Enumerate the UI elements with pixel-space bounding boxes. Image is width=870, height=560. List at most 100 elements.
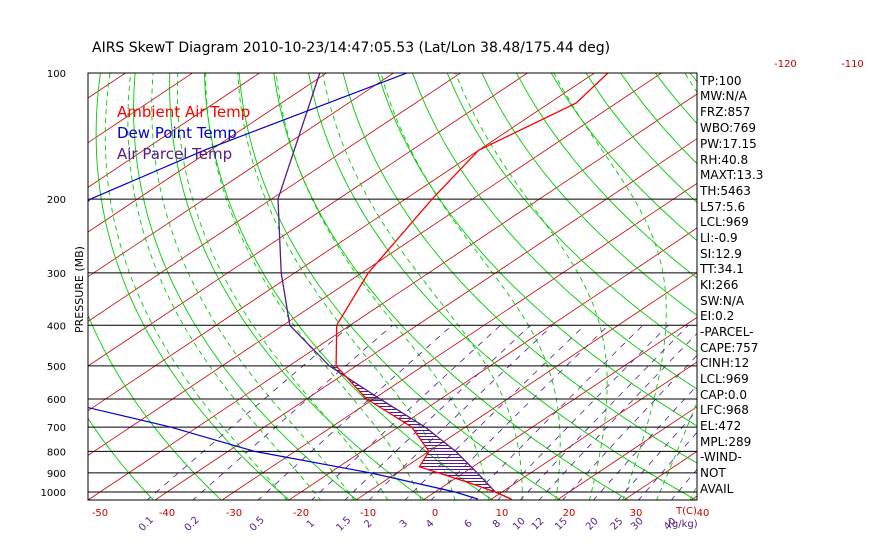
- mixing-ratio-tick: 25: [609, 516, 626, 533]
- isotherm-line: [824, 54, 870, 501]
- dry-adiabat-line: [342, 73, 697, 464]
- bottom-temp-ticks: -50 -40 -30 -20 -10 0 10 20 30 40: [92, 508, 710, 519]
- index-line: PW:17.15: [700, 137, 757, 151]
- moist-adiabat-line: [104, 73, 288, 500]
- index-line: RH:40.8: [700, 153, 748, 167]
- index-line: LI:-0.9: [700, 231, 738, 245]
- pressure-tick-label: 300: [47, 269, 66, 280]
- index-line: SW:N/A: [700, 294, 745, 308]
- top-temp-ticks: -120-110-100-90-80-70-60-50-40: [774, 59, 864, 70]
- y-axis-label: PRESSURE (MB): [73, 246, 86, 333]
- isotherm-line: [556, 406, 697, 500]
- pressure-tick-label: 100: [47, 69, 66, 80]
- dry-adiabat-line: [308, 73, 697, 500]
- mixing-ratio-line: [344, 325, 531, 500]
- dry-adiabat-line: [133, 73, 358, 500]
- pressure-tick-label: 400: [47, 321, 66, 332]
- index-line: CAPE:757: [700, 341, 758, 355]
- index-line: TT:34.1: [699, 262, 744, 276]
- index-line: CAP:0.0: [700, 388, 747, 402]
- bottom-temp-tick: -20: [293, 508, 309, 519]
- mixing-ratio-tick: 10: [511, 516, 528, 533]
- isotherm-line: [757, 54, 870, 501]
- pressure-tick-label: 600: [47, 395, 66, 406]
- index-line: -PARCEL-: [700, 325, 754, 339]
- legend-ambient: Ambient Air Temp: [117, 103, 250, 121]
- index-line: L57:5.6: [700, 200, 745, 214]
- mixing-ratio-ticks: 0.1 0.2 0.5 1 1.5 2 3 4 6 8 10 12 15 20 25 30 40: [137, 515, 679, 534]
- dry-adiabat-line: [516, 73, 697, 279]
- isotherm-line: [88, 73, 395, 278]
- bottom-temp-tick: -50: [92, 508, 108, 519]
- legend-parcel: Air Parcel Temp: [117, 145, 232, 163]
- moist-adiabat-line: [275, 73, 490, 500]
- moist-adiabat-line: [127, 73, 322, 500]
- index-line: SI:12.9: [700, 247, 742, 261]
- dry-adiabat-line: [446, 73, 697, 353]
- dry-adiabat-line: [238, 73, 562, 500]
- isotherm-line: [0, 54, 20, 501]
- index-line: MAXT:13.3: [700, 168, 763, 182]
- pressure-tick-label: 1000: [41, 488, 66, 499]
- indices-panel: TP:100 MW:N/A FRZ:857 WBO:769 PW:17.15 R…: [699, 74, 763, 496]
- cape-hatched-area: [329, 365, 512, 500]
- index-line: CINH:12: [700, 356, 749, 370]
- index-line: LFC:968: [700, 403, 749, 417]
- moist-adiabat-line: [553, 73, 667, 500]
- chart-title: AIRS SkewT Diagram 2010-10-23/14:47:05.5…: [92, 40, 610, 56]
- pressure-ticks: 100 200 300 400 500 600 700 800 900 1000: [41, 69, 66, 499]
- pressure-tick-label: 900: [47, 469, 66, 480]
- dry-adiabat-line: [481, 73, 697, 316]
- isotherm-line: [422, 316, 697, 500]
- dry-adiabat-line: [0, 73, 18, 501]
- mixing-ratio-line: [430, 325, 609, 500]
- isotherm-line: [88, 73, 462, 322]
- mixing-ratio-tick: 2: [362, 518, 374, 530]
- mixing-ratio-line: [257, 325, 453, 500]
- mixing-ratio-unit-label: (g/kg): [668, 519, 698, 530]
- bottom-temp-tick: -30: [226, 508, 242, 519]
- moist-adiabat-line: [322, 73, 523, 500]
- dry-adiabat-line: [95, 73, 290, 500]
- isotherm-line: [355, 272, 697, 500]
- bottom-temp-tick: 0: [432, 508, 438, 519]
- index-line: EI:0.2: [700, 309, 734, 323]
- mixing-ratio-tick: 6: [462, 518, 474, 530]
- isotherm-line: [88, 73, 663, 456]
- dry-adiabat-line: [794, 73, 870, 501]
- moist-adiabat-line: [151, 73, 355, 500]
- bottom-temp-tick: 20: [563, 508, 576, 519]
- dewpoint-line: [88, 73, 479, 500]
- mixing-ratio-line: [469, 325, 644, 500]
- mixing-ratio-line: [311, 325, 501, 500]
- bottom-temp-tick: -40: [159, 508, 175, 519]
- dry-adiabat-line: [863, 73, 870, 501]
- dry-adiabat-line: [654, 73, 697, 125]
- dry-adiabat-line: [169, 73, 426, 500]
- index-line: MW:N/A: [700, 89, 748, 103]
- moist-adiabat-line: [455, 73, 608, 500]
- index-line: WBO:769: [700, 121, 756, 135]
- cape-hatch: [329, 365, 512, 500]
- isotherm-line: [88, 73, 596, 412]
- mixing-ratio-tick: 1: [305, 518, 317, 530]
- isotherm-line: [88, 93, 697, 500]
- mixing-ratio-line: [638, 431, 697, 500]
- pressure-tick-label: 500: [47, 362, 66, 373]
- pressure-tick-label: 800: [47, 447, 66, 458]
- ambient-temp-line: [335, 73, 609, 500]
- isotherm-line: [88, 73, 328, 233]
- legend: Ambient Air Temp Dew Point Temp Air Parc…: [117, 103, 250, 163]
- index-line: LCL:969: [700, 215, 749, 229]
- index-line: FRZ:857: [700, 105, 750, 119]
- mixing-ratio-line: [670, 468, 697, 500]
- index-line: LCL:969: [700, 372, 749, 386]
- dry-adiabat-line: [829, 73, 870, 501]
- index-line: NOT: [700, 466, 726, 480]
- mixing-ratio-tick: 0.2: [183, 515, 202, 534]
- dry-adiabat-line: [88, 314, 222, 500]
- mixing-ratio-line: [538, 332, 697, 500]
- index-line: TH:5463: [699, 184, 751, 198]
- isotherm-line: [489, 361, 697, 500]
